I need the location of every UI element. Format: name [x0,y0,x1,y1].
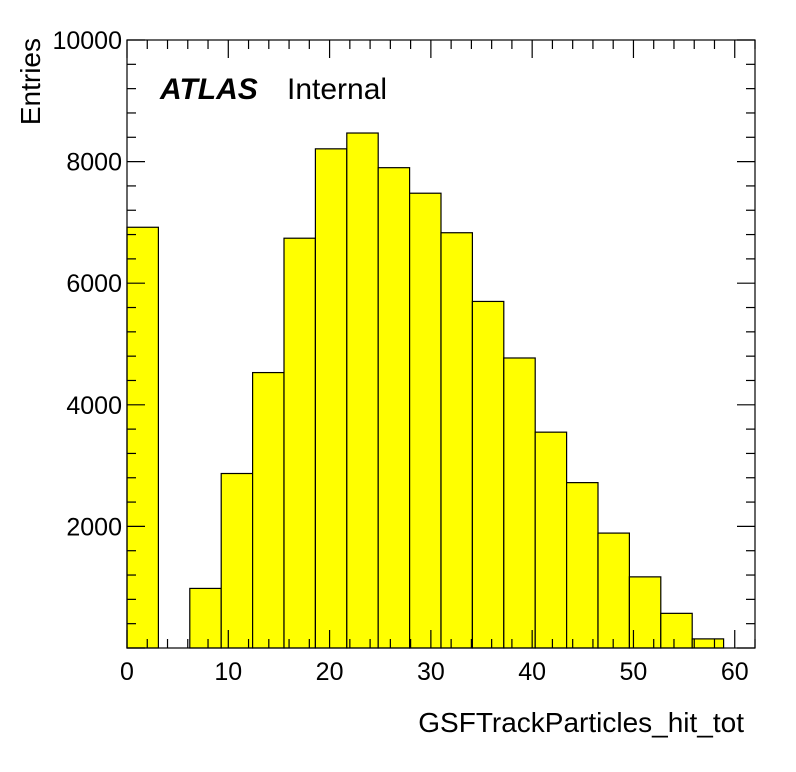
y-tick-label: 4000 [66,392,122,420]
x-tick-label: 20 [316,658,344,686]
histogram-bar [189,587,222,649]
y-tick-labels: 2000 4000 6000 8000 10000 [52,27,122,541]
histogram-bar [409,192,442,649]
histogram-bar [440,232,473,649]
atlas-label: ATLAS [159,73,258,106]
x-tick-label: 10 [214,658,242,686]
x-axis-title: GSFTrackParticles_hit_tot [418,707,744,738]
x-tick-label: 40 [518,658,546,686]
x-tick-label: 0 [120,658,134,686]
x-tick-label: 60 [721,658,749,686]
x-tick-label: 30 [417,658,445,686]
histogram-bar [252,371,285,649]
axis-ticks [126,39,756,649]
histogram-bar [597,532,630,649]
x-tick-labels: 0 10 20 30 40 50 60 [120,658,749,686]
histogram-bars [126,132,725,649]
histogram-bar [471,300,505,649]
histogram-bar [660,612,693,649]
histogram-bar [628,576,662,649]
histogram-bar [534,431,568,649]
histogram-bar [126,226,159,649]
histogram-bar [503,357,536,649]
histogram-bar [346,132,379,649]
histogram-bar [565,482,599,649]
plot-frame [126,39,756,649]
y-tick-label: 6000 [66,270,122,298]
histogram-bar [377,167,411,649]
y-tick-label: 8000 [66,149,122,177]
y-axis-title: Entries [15,38,46,125]
histogram-bar [691,638,725,649]
y-tick-label: 10000 [52,27,122,55]
x-tick-label: 50 [620,658,648,686]
y-tick-label: 2000 [66,513,122,541]
internal-label: Internal [287,73,387,106]
histogram-bar [220,472,254,649]
histogram-bar [283,237,316,649]
histogram-bar [314,148,348,649]
